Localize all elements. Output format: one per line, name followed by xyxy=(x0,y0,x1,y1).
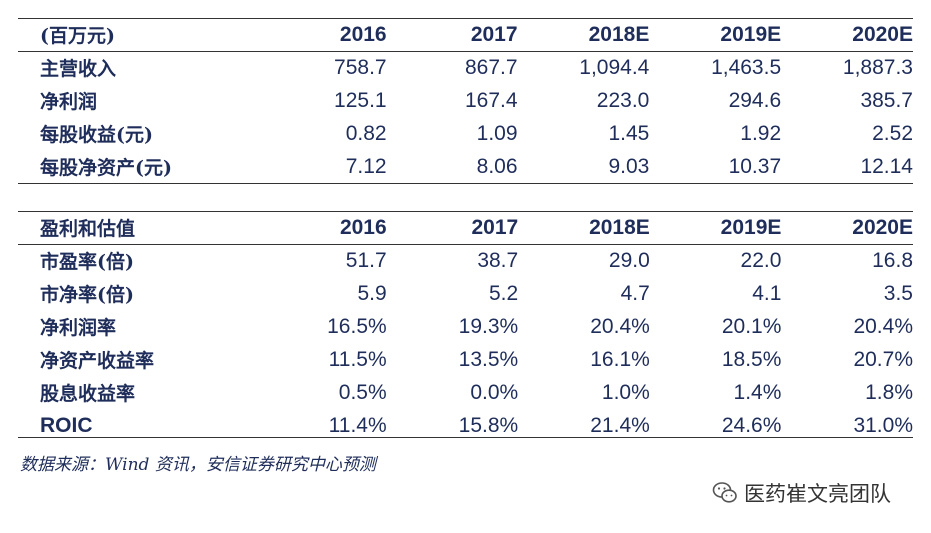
cell: 0.5% xyxy=(338,380,387,404)
cell: 16.8 xyxy=(872,248,913,272)
cell: 1.92 xyxy=(740,121,782,145)
cell: 125.1 xyxy=(334,88,387,112)
wechat-icon xyxy=(712,480,738,506)
cell: 1,094.4 xyxy=(579,55,650,79)
table2-header-row: 盈利和估值 2016 2017 2018E 2019E 2020E xyxy=(18,211,913,244)
row-label: 主营收入 xyxy=(40,58,117,80)
cell: 294.6 xyxy=(728,88,782,112)
watermark: 医药崔文亮团队 xyxy=(712,478,891,508)
cell: 9.03 xyxy=(608,154,650,178)
table1-header-row: (百万元) 2016 2017 2018E 2019E 2020E xyxy=(18,18,913,51)
cell: 38.7 xyxy=(477,248,519,272)
cell: 22.0 xyxy=(740,248,782,272)
watermark-text: 医药崔文亮团队 xyxy=(744,482,891,506)
table2-header-2016: 2016 xyxy=(339,215,387,239)
table2-bottom-rule xyxy=(18,437,913,438)
cell: 4.7 xyxy=(620,281,650,305)
row-label: 股息收益率 xyxy=(40,383,136,405)
financial-summary-table: (百万元) 2016 2017 2018E 2019E 2020E 主营收入 7… xyxy=(18,18,913,183)
table1-bottom-rule xyxy=(18,183,913,184)
cell: 29.0 xyxy=(608,248,650,272)
cell: 15.8% xyxy=(458,413,519,437)
source-note: 数据来源：Wind 资讯，安信证券研究中心预测 xyxy=(20,455,376,475)
row-label: 每股收益(元) xyxy=(40,124,153,146)
cell: 8.06 xyxy=(476,154,518,178)
cell: 20.4% xyxy=(853,314,913,338)
cell: 0.82 xyxy=(345,121,387,145)
table-row: 股息收益率 0.5% 0.0% 1.0% 1.4% 1.8% xyxy=(18,376,913,409)
table2-header-2020e: 2020E xyxy=(852,215,913,239)
cell: 51.7 xyxy=(345,248,387,272)
table2-header-2019e: 2019E xyxy=(720,215,782,239)
row-label: ROIC xyxy=(40,413,93,437)
table-row: 净利润率 16.5% 19.3% 20.4% 20.1% 20.4% xyxy=(18,310,913,343)
row-label: 每股净资产(元) xyxy=(40,157,172,179)
cell: 16.1% xyxy=(590,347,650,371)
cell: 13.5% xyxy=(458,347,519,371)
table-row: 主营收入 758.7 867.7 1,094.4 1,463.5 1,887.3 xyxy=(18,51,913,84)
cell: 7.12 xyxy=(345,154,387,178)
cell: 223.0 xyxy=(596,88,650,112)
cell: 11.5% xyxy=(328,347,387,371)
row-label: 市盈率(倍) xyxy=(40,251,134,273)
table-row: 净利润 125.1 167.4 223.0 294.6 385.7 xyxy=(18,84,913,117)
cell: 31.0% xyxy=(853,413,913,437)
table1-header-2018e: 2018E xyxy=(588,22,650,46)
table1-header-2017: 2017 xyxy=(470,22,518,46)
table1-top-rule xyxy=(18,18,913,19)
row-label: 净利润 xyxy=(40,91,98,113)
table1-header-2016: 2016 xyxy=(339,22,387,46)
cell: 0.0% xyxy=(470,380,519,404)
cell: 20.4% xyxy=(590,314,650,338)
cell: 1.0% xyxy=(601,380,650,404)
cell: 1.4% xyxy=(733,380,782,404)
table-row: 每股收益(元) 0.82 1.09 1.45 1.92 2.52 xyxy=(18,117,913,150)
cell: 385.7 xyxy=(860,88,913,112)
table2-header-rule xyxy=(18,244,913,245)
cell: 5.9 xyxy=(357,281,387,305)
cell: 4.1 xyxy=(752,281,782,305)
cell: 12.14 xyxy=(860,154,913,178)
table2-header-2017: 2017 xyxy=(471,215,519,239)
table-row: 每股净资产(元) 7.12 8.06 9.03 10.37 12.14 xyxy=(18,150,913,183)
table2-top-rule xyxy=(18,211,913,212)
cell: 1.8% xyxy=(865,380,913,404)
profitability-valuation-table: 盈利和估值 2016 2017 2018E 2019E 2020E 市盈率(倍)… xyxy=(18,211,913,442)
table1-header-label: (百万元) xyxy=(40,25,115,47)
cell: 1.45 xyxy=(608,121,650,145)
table1-header-2020e: 2020E xyxy=(852,22,913,46)
cell: 20.7% xyxy=(853,347,913,371)
table-row: 市盈率(倍) 51.7 38.7 29.0 22.0 16.8 xyxy=(18,244,913,277)
table1-header-2019e: 2019E xyxy=(720,22,782,46)
cell: 1,887.3 xyxy=(842,55,913,79)
table1-header-rule xyxy=(18,51,913,52)
cell: 20.1% xyxy=(721,314,782,338)
cell: 1,463.5 xyxy=(711,55,782,79)
cell: 19.3% xyxy=(458,314,519,338)
cell: 16.5% xyxy=(327,314,387,338)
table2-header-label: 盈利和估值 xyxy=(40,218,136,240)
cell: 758.7 xyxy=(334,55,387,79)
table2-header-2018e: 2018E xyxy=(589,215,650,239)
cell: 11.4% xyxy=(328,413,387,437)
row-label: 市净率(倍) xyxy=(40,284,134,306)
cell: 3.5 xyxy=(883,281,913,305)
cell: 5.2 xyxy=(489,281,519,305)
table-row: ROIC 11.4% 15.8% 21.4% 24.6% 31.0% xyxy=(18,409,913,442)
cell: 18.5% xyxy=(721,347,782,371)
row-label: 净利润率 xyxy=(40,317,117,339)
cell: 167.4 xyxy=(464,88,518,112)
table-row: 市净率(倍) 5.9 5.2 4.7 4.1 3.5 xyxy=(18,277,913,310)
cell: 867.7 xyxy=(464,55,518,79)
cell: 21.4% xyxy=(590,413,650,437)
cell: 24.6% xyxy=(721,413,782,437)
row-label: 净资产收益率 xyxy=(40,350,155,372)
cell: 10.37 xyxy=(728,154,782,178)
cell: 1.09 xyxy=(476,121,518,145)
cell: 2.52 xyxy=(872,121,913,145)
table-row: 净资产收益率 11.5% 13.5% 16.1% 18.5% 20.7% xyxy=(18,343,913,376)
